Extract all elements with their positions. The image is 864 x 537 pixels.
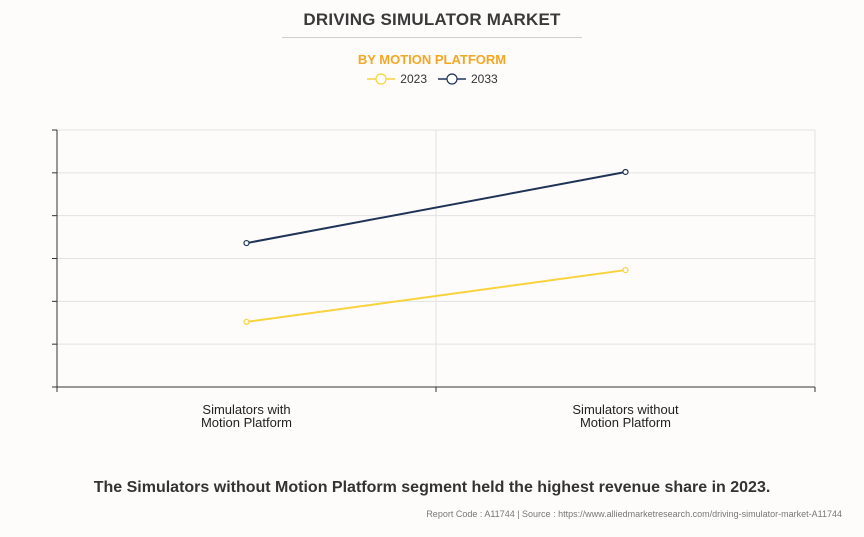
chart-subtitle: BY MOTION PLATFORM bbox=[357, 52, 507, 67]
series-line-2033 bbox=[246, 170, 626, 245]
data-point-2033-0 bbox=[243, 239, 250, 247]
x-tick-label-line: Motion Platform bbox=[579, 415, 672, 430]
series-line-2023 bbox=[246, 269, 626, 323]
x-tick-label-line: Simulators with bbox=[202, 402, 291, 417]
data-point-2023-1 bbox=[622, 266, 629, 274]
data-point-2023-0 bbox=[243, 318, 250, 325]
legend-item-2023[interactable]: 2023 bbox=[366, 72, 427, 86]
legend-label-2023: 2023 bbox=[400, 72, 427, 86]
x-tick-label-line: Motion Platform bbox=[200, 415, 293, 430]
legend-marker-2023-icon bbox=[367, 73, 396, 85]
title-divider bbox=[282, 37, 582, 38]
chart-title: DRIVING SIMULATOR MARKET bbox=[303, 10, 561, 29]
legend-item-2033[interactable]: 2033 bbox=[437, 72, 498, 86]
legend-label-2033: 2033 bbox=[471, 72, 498, 86]
data-point-2033-1 bbox=[622, 168, 629, 176]
x-tick-label-line: Simulators without bbox=[572, 402, 679, 417]
legend: 2023 2033 bbox=[0, 72, 864, 86]
chart-headline: The Simulators without Motion Platform s… bbox=[93, 479, 771, 496]
x-tick-label-0: Simulators with Motion Platform bbox=[147, 403, 347, 429]
legend-marker-2033-icon bbox=[438, 73, 466, 85]
x-tick-label-1: Simulators without Motion Platform bbox=[526, 403, 726, 429]
line-chart bbox=[52, 129, 816, 392]
source-note: Report Code : A11744 | Source : https://… bbox=[426, 509, 842, 519]
